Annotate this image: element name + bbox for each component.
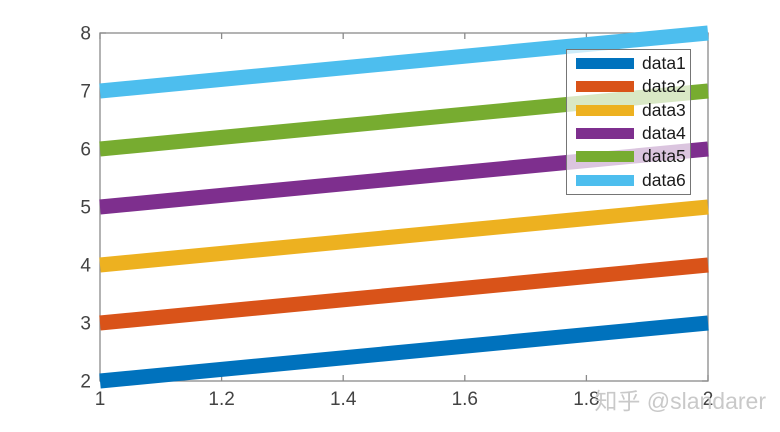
legend-row: data1 — [576, 52, 690, 73]
series-line-data2 — [99, 257, 709, 331]
x-tick-label: 1 — [95, 389, 106, 410]
x-tick-label: 2 — [703, 389, 714, 410]
legend-row: data6 — [576, 169, 690, 190]
y-tick-label: 3 — [80, 314, 91, 335]
y-tick-label: 2 — [80, 372, 91, 393]
legend-label: data1 — [642, 52, 686, 73]
legend-swatch — [576, 58, 634, 70]
legend-label: data3 — [642, 99, 686, 120]
legend-swatch — [576, 81, 634, 93]
legend-row: data5 — [576, 148, 690, 166]
x-tick-label: 1.4 — [330, 389, 357, 410]
legend-swatch — [576, 151, 634, 163]
legend-label: data4 — [642, 122, 686, 143]
y-tick-label: 7 — [80, 82, 91, 103]
legend-label: data6 — [642, 169, 686, 190]
legend-swatch — [576, 174, 634, 186]
y-tick-label: 4 — [80, 256, 91, 277]
legend-label: data2 — [642, 76, 686, 97]
legend-swatch — [576, 128, 634, 140]
legend-row: data4 — [576, 122, 690, 143]
x-tick-label: 1.8 — [573, 389, 599, 410]
legend-swatch — [576, 104, 634, 116]
x-tick-label: 1.6 — [452, 389, 478, 410]
legend-row: data2 — [576, 78, 690, 96]
y-tick-label: 8 — [80, 24, 91, 45]
series-line-data1 — [99, 315, 709, 389]
series-line-data6 — [99, 25, 709, 99]
legend-label: data5 — [642, 146, 686, 167]
legend-row: data3 — [576, 99, 690, 120]
series-line-data3 — [99, 199, 709, 273]
legend[interactable]: data1 data2 data3 data4 data5 data6 — [566, 49, 691, 195]
x-tick-label: 1.2 — [208, 389, 234, 410]
y-tick-label: 5 — [80, 198, 91, 219]
y-tick-label: 6 — [80, 140, 91, 161]
